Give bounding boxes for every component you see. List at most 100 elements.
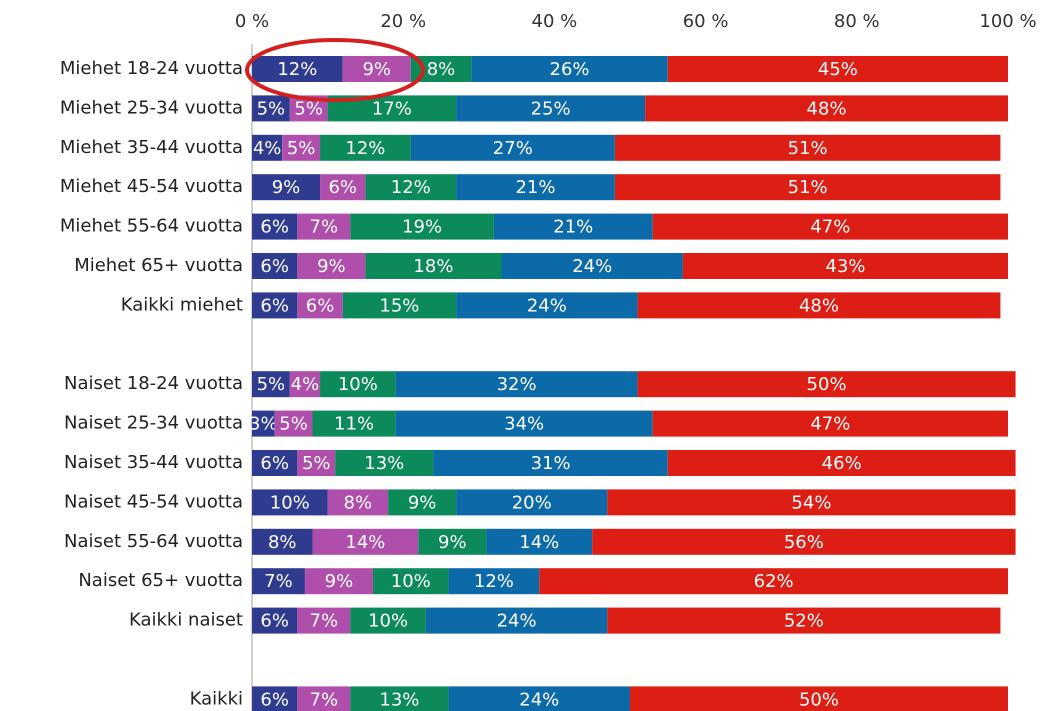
bar-segment	[289, 371, 321, 398]
value-label: 54%	[791, 492, 831, 513]
value-label: 52%	[784, 611, 824, 632]
bar-segment	[252, 253, 298, 279]
value-label: 5%	[257, 98, 286, 119]
category-label: Naiset 55-64 vuotta	[64, 531, 243, 552]
value-label: 8%	[268, 532, 297, 553]
bar-segment	[252, 292, 298, 319]
bar-segment	[372, 568, 449, 595]
bar-segment	[335, 450, 434, 476]
category-label: Naiset 45-54 vuotta	[64, 491, 243, 512]
bar-segment	[486, 528, 593, 555]
value-label: 13%	[364, 453, 404, 474]
value-label: 27%	[493, 138, 533, 159]
value-label: 10%	[270, 492, 310, 513]
x-tick-label: 20 %	[380, 11, 426, 32]
bar-segment	[652, 213, 1008, 240]
bar-segment	[252, 174, 321, 201]
value-label: 6%	[328, 177, 357, 198]
value-label: 6%	[260, 453, 289, 474]
bar-segment	[456, 95, 646, 122]
bar-segment	[252, 134, 283, 161]
x-tick-label: 0 %	[235, 11, 269, 32]
value-label: 11%	[334, 414, 374, 435]
bar-segment	[395, 371, 638, 398]
value-label: 9%	[317, 256, 346, 277]
bar-segment	[667, 450, 1016, 476]
value-label: 5%	[302, 453, 331, 474]
x-tick-label: 60 %	[683, 11, 729, 32]
bar-segment	[539, 568, 1008, 595]
category-label: Miehet 65+ vuotta	[74, 255, 243, 276]
value-label: 14%	[345, 532, 385, 553]
bar-segment	[630, 686, 1008, 711]
value-label: 18%	[413, 256, 453, 277]
x-tick-label: 40 %	[532, 11, 578, 32]
bar-segment	[388, 489, 457, 516]
category-label: Naiset 25-34 vuotta	[64, 413, 243, 434]
x-tick-label: 80 %	[834, 11, 880, 32]
value-label: 5%	[279, 414, 308, 435]
value-label: 24%	[519, 689, 559, 710]
category-label: Miehet 25-34 vuotta	[60, 97, 243, 118]
value-label: 8%	[427, 59, 456, 80]
bar-segment	[410, 134, 615, 161]
bar-segment	[297, 253, 366, 279]
value-label: 62%	[754, 571, 794, 592]
value-label: 32%	[497, 374, 537, 395]
category-label: Naiset 18-24 vuotta	[64, 373, 243, 394]
category-label: Naiset 35-44 vuotta	[64, 452, 243, 473]
bar-segment	[252, 568, 305, 595]
bar-segment	[645, 95, 1008, 122]
value-label: 56%	[784, 532, 824, 553]
bar-segment	[501, 253, 683, 279]
bar-segment	[320, 174, 366, 201]
value-label: 7%	[310, 611, 339, 632]
bar-segment	[274, 410, 313, 437]
value-label: 5%	[257, 374, 286, 395]
value-label: 5%	[294, 98, 323, 119]
bar-segment	[395, 410, 653, 437]
bar-segment	[312, 528, 419, 555]
bar-segment	[592, 528, 1016, 555]
value-label: 48%	[799, 295, 839, 316]
value-label: 7%	[310, 217, 339, 238]
value-label: 7%	[264, 571, 293, 592]
category-label: Miehet 45-54 vuotta	[60, 176, 243, 197]
value-label: 48%	[807, 98, 847, 119]
bar-segment	[304, 568, 373, 595]
category-label: Miehet 18-24 vuotta	[60, 58, 243, 79]
value-label: 6%	[306, 295, 335, 316]
value-label: 6%	[260, 217, 289, 238]
bar-segment	[252, 686, 298, 711]
bar-segment	[365, 253, 502, 279]
bar-segment	[682, 253, 1008, 279]
value-label: 15%	[379, 295, 419, 316]
value-label: 24%	[497, 611, 537, 632]
value-label: 24%	[572, 256, 612, 277]
value-label: 12%	[277, 59, 317, 80]
bar-segment	[637, 292, 1001, 319]
bar-segment	[350, 686, 449, 711]
bar-segment	[342, 56, 411, 82]
value-label: 47%	[810, 217, 850, 238]
value-label: 7%	[310, 689, 339, 710]
bar-segment	[456, 489, 608, 516]
bar-segment	[607, 607, 1001, 634]
bar-segment	[667, 56, 1008, 82]
value-label: 9%	[325, 571, 354, 592]
bar-segment	[252, 56, 343, 82]
category-label: Kaikki naiset	[129, 610, 243, 631]
value-label: 6%	[260, 689, 289, 710]
value-label: 21%	[553, 217, 593, 238]
bar-segment	[297, 686, 351, 711]
value-label: 10%	[338, 374, 378, 395]
bar-segment	[425, 607, 608, 634]
value-label: 43%	[825, 256, 865, 277]
bar-segment	[297, 607, 351, 634]
bar-segment	[493, 213, 653, 240]
bar-segment	[297, 213, 351, 240]
value-label: 4%	[291, 374, 320, 395]
value-label: 24%	[527, 295, 567, 316]
value-label: 19%	[402, 217, 442, 238]
